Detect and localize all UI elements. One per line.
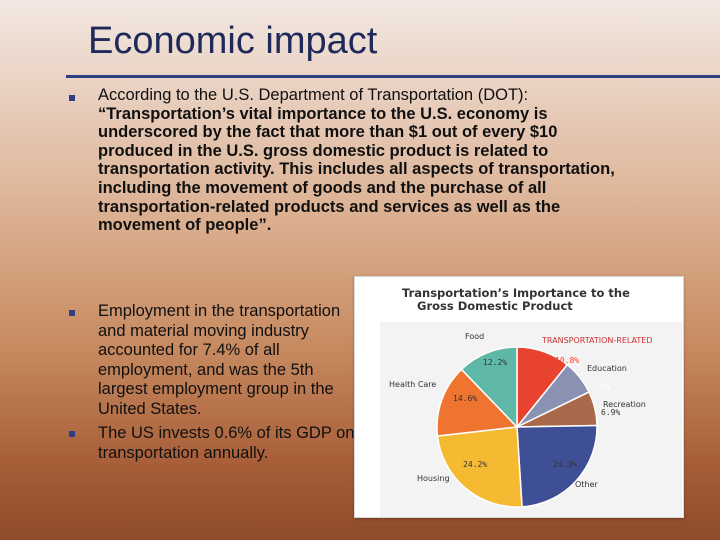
pie-slices: 10.8% 7.0% Education 6.9%Recreation 24.3% Oth… (389, 332, 646, 508)
pie-value-label-health-care: 14.6% (453, 394, 477, 403)
pie-chart-svg: Transportation’s Importance to the Gross… (380, 286, 682, 517)
bullet-1-lead: According to the U.S. Department of Tran… (98, 86, 529, 104)
bullet-1-text: According to the U.S. Department of Tran… (98, 86, 628, 235)
pie-category-label-other: Other (575, 480, 598, 489)
pie-slice-other (516, 424, 598, 508)
pie-category-label-health-care: Health Care (389, 380, 436, 389)
bullet-2-text: Employment in the transportation and mat… (98, 302, 341, 418)
bullet-marker-2 (69, 310, 75, 316)
pie-value-label-food: 12.2% (483, 358, 507, 367)
pie-value-label-other: 24.3% (553, 460, 577, 469)
transportation-related-label: TRANSPORTATION-RELATED (541, 336, 653, 345)
pie-category-label-education: Education (587, 364, 627, 373)
chart-title-line-1: Transportation’s Importance to the (402, 286, 630, 300)
pie-slice-food (460, 346, 518, 429)
bullet-marker-1 (69, 95, 75, 101)
title-underline (66, 75, 720, 78)
bullet-marker-3 (69, 431, 75, 437)
pie-value-label-education: 7.0% (591, 382, 610, 391)
pie-category-label-recreation: Recreation (603, 400, 646, 409)
bullet-3-text: The US invests 0.6% of its GDP on transp… (98, 424, 355, 462)
pie-slice-housing (436, 426, 523, 508)
pie-value-label-recreation: 6.9% (601, 408, 620, 417)
pie-category-label-housing: Housing (417, 474, 450, 483)
pie-slice-health-care (436, 368, 519, 437)
pie-value-label-transportation: 10.8% (555, 356, 579, 365)
gdp-pie-chart: Transportation’s Importance to the Gross… (354, 276, 684, 518)
chart-title-line-2: Gross Domestic Product (417, 299, 573, 313)
pie-value-label-housing: 24.2% (463, 460, 487, 469)
bullet-1-quote: “Transportation’s vital importance to th… (98, 104, 615, 235)
slide-title: Economic impact (88, 20, 378, 62)
pie-category-label-food: Food (465, 332, 484, 341)
